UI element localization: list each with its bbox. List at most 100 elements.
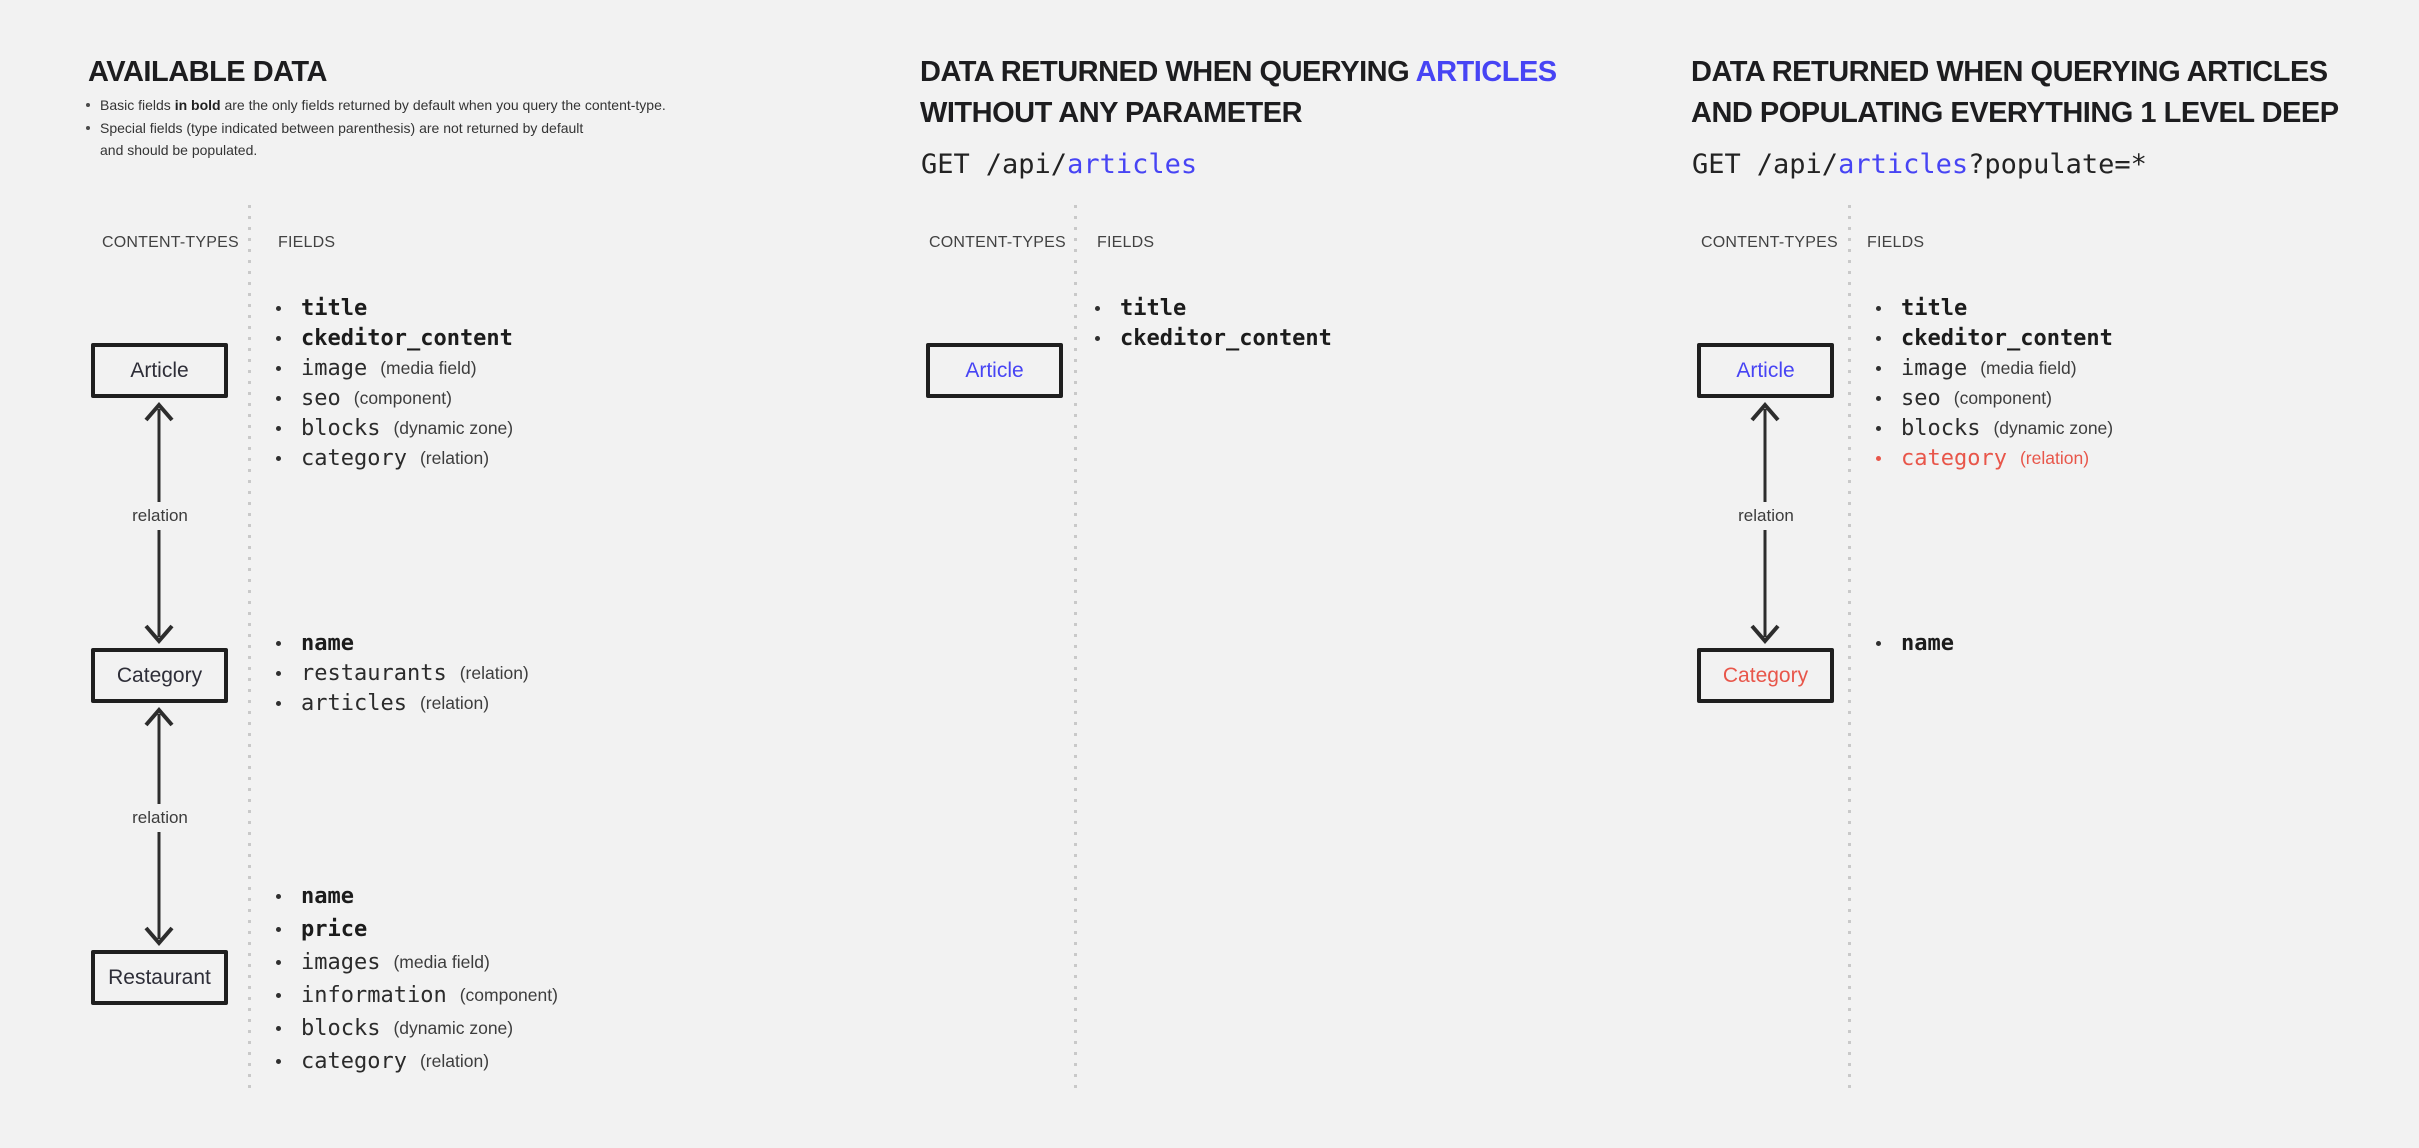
bullet-icon — [1876, 305, 1881, 311]
field-type: (relation) — [459, 662, 529, 683]
bullet-icon — [276, 425, 281, 431]
panel3-title: DATA RETURNED WHEN QUERYING ARTICLES AND… — [1691, 52, 2339, 134]
bullet-icon — [276, 305, 281, 311]
relation-edge-label: relation — [1735, 502, 1797, 530]
field-name: ckeditor_content — [1120, 325, 1332, 351]
field-type: (relation) — [419, 447, 490, 468]
column-divider-dotted — [248, 205, 251, 1091]
field-type: (relation) — [419, 1051, 490, 1071]
node-category: Category — [1697, 648, 1834, 703]
field-item: blocks (dynamic zone) — [1876, 413, 2113, 443]
field-item: title — [1876, 293, 2113, 323]
field-item: title — [276, 293, 513, 323]
field-item: price — [276, 913, 558, 946]
field-item: blocks (dynamic zone) — [276, 1012, 558, 1045]
node-label: Article — [130, 358, 189, 382]
panel2-title-line1: DATA RETURNED WHEN QUERYING ARTICLES — [920, 56, 1558, 88]
field-item: seo (component) — [1876, 383, 2113, 413]
relation-edge-label: relation — [129, 804, 191, 832]
field-name: blocks — [301, 1016, 381, 1041]
relation-edge-label: relation — [129, 502, 191, 530]
bullet-icon — [1876, 365, 1881, 371]
bullet-icon — [276, 927, 281, 932]
bullet-icon — [1876, 335, 1881, 341]
field-type: (component) — [459, 985, 558, 1005]
field-item: seo (component) — [276, 383, 513, 413]
field-item: ckeditor_content — [1095, 323, 1332, 353]
field-item: name — [1876, 628, 1954, 658]
bullet-icon — [276, 335, 281, 341]
field-name: category — [1901, 445, 2007, 471]
field-name: seo — [1901, 385, 1941, 411]
field-name: title — [1901, 295, 1968, 321]
bullet-icon — [86, 125, 90, 130]
field-item: image (media field) — [276, 353, 513, 383]
bullet-icon — [276, 670, 281, 676]
bullet-icon — [1095, 305, 1100, 311]
field-item: images (media field) — [276, 946, 558, 979]
node-label: Article — [1736, 358, 1795, 382]
api-path-highlight: articles — [1838, 149, 1969, 180]
category-fields-list: name restaurants (relation) articles (rela… — [276, 628, 529, 718]
field-name: image — [301, 355, 368, 381]
panel3-title-line2: AND POPULATING EVERYTHING 1 LEVEL DEEP — [1691, 97, 2339, 129]
field-item: restaurants (relation) — [276, 658, 529, 688]
node-label: Category — [1722, 663, 1809, 687]
field-name: name — [301, 630, 354, 656]
field-name: name — [1901, 630, 1954, 656]
field-name: blocks — [1901, 415, 1981, 441]
bullet-icon — [276, 455, 281, 461]
node-restaurant: Restaurant — [91, 950, 228, 1005]
field-name: category — [301, 445, 407, 471]
field-item-populated: category (relation) — [1876, 443, 2113, 473]
field-type: (component) — [1953, 387, 2052, 408]
bullet-icon — [1876, 395, 1881, 401]
field-name: ckeditor_content — [1901, 325, 2113, 351]
bullet-icon — [1876, 425, 1881, 431]
content-types-column-label: CONTENT-TYPES — [929, 234, 1066, 251]
field-type: (component) — [353, 387, 452, 408]
article-fields-list: title ckeditor_content image (media field… — [276, 293, 513, 473]
field-item: image (media field) — [1876, 353, 2113, 383]
api-path: /api/ — [985, 149, 1068, 180]
bullet-icon — [1876, 640, 1881, 646]
field-item: category (relation) — [276, 443, 513, 473]
field-type: (dynamic zone) — [1993, 417, 2114, 438]
field-name: name — [301, 884, 354, 909]
api-path-suffix: ?populate=* — [1968, 149, 2147, 180]
title-highlight: ARTICLES — [1415, 56, 1558, 88]
bullet-icon — [86, 103, 90, 108]
panel3-request-code: GET/api/articles?populate=* — [1692, 150, 2147, 180]
fields-column-label: FIELDS — [1867, 234, 1925, 251]
bullet-icon — [276, 700, 281, 706]
panel1-title: AVAILABLE DATA — [88, 56, 327, 88]
panel2-request-code: GET/api/articles — [921, 150, 1197, 180]
http-method: GET — [921, 149, 970, 180]
field-name: blocks — [301, 415, 381, 441]
note-item: Special fields (type indicated between p… — [86, 117, 666, 140]
bullet-icon — [276, 640, 281, 646]
api-path-highlight: articles — [1067, 149, 1198, 180]
field-name: articles — [301, 690, 407, 716]
panel2-title: DATA RETURNED WHEN QUERYING ARTICLES WIT… — [920, 52, 1557, 134]
field-type: (media field) — [380, 357, 477, 378]
node-article: Article — [91, 343, 228, 398]
restaurant-fields-list: name price images (media field) informati… — [276, 880, 558, 1078]
field-item: ckeditor_content — [1876, 323, 2113, 353]
note-item: Basic fields in bold are the only fields… — [86, 94, 666, 117]
bullet-icon — [276, 1059, 281, 1064]
field-name: seo — [301, 385, 341, 411]
node-label: Article — [965, 358, 1024, 382]
field-name: image — [1901, 355, 1968, 381]
fields-column-label: FIELDS — [278, 234, 336, 251]
field-item: ckeditor_content — [276, 323, 513, 353]
field-item: category (relation) — [276, 1045, 558, 1078]
note-text: Basic fields in bold are the only fields… — [100, 97, 666, 113]
bullet-icon — [276, 365, 281, 371]
field-name: restaurants — [301, 660, 447, 686]
field-name: title — [301, 295, 368, 321]
node-category: Category — [91, 648, 228, 703]
field-type: (dynamic zone) — [393, 417, 514, 438]
category-fields-list: name — [1876, 628, 1954, 658]
field-item: name — [276, 628, 529, 658]
